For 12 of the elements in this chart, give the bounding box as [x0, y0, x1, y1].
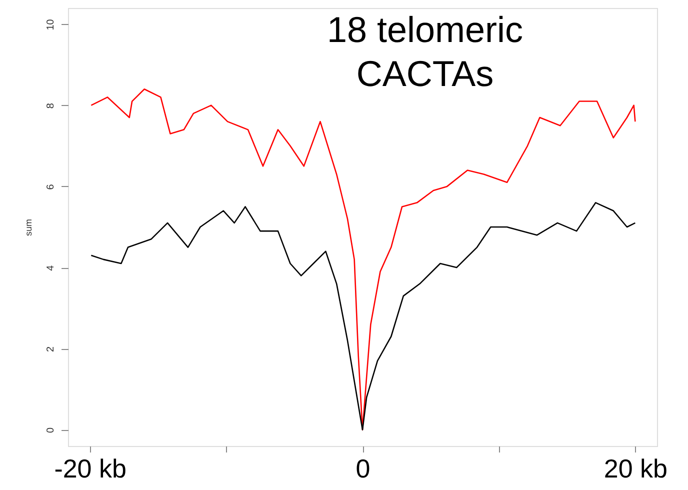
x-tick-label: -20 kb: [54, 454, 126, 484]
y-axis-title: sum: [24, 218, 34, 236]
y-tick-label: 10: [46, 18, 56, 30]
y-tick-label: 8: [46, 102, 56, 109]
x-tick-label: 20 kb: [604, 454, 668, 484]
text: 18 telomeric CACTAs: [326, 9, 524, 94]
x-tick-label: 0: [356, 454, 370, 484]
y-tick-label: 6: [46, 184, 56, 190]
y-tick-label: 2: [46, 346, 56, 352]
y-tick-label: 0: [46, 427, 56, 434]
line-series: [90, 202, 636, 430]
y-tick-label: 4: [46, 264, 56, 271]
